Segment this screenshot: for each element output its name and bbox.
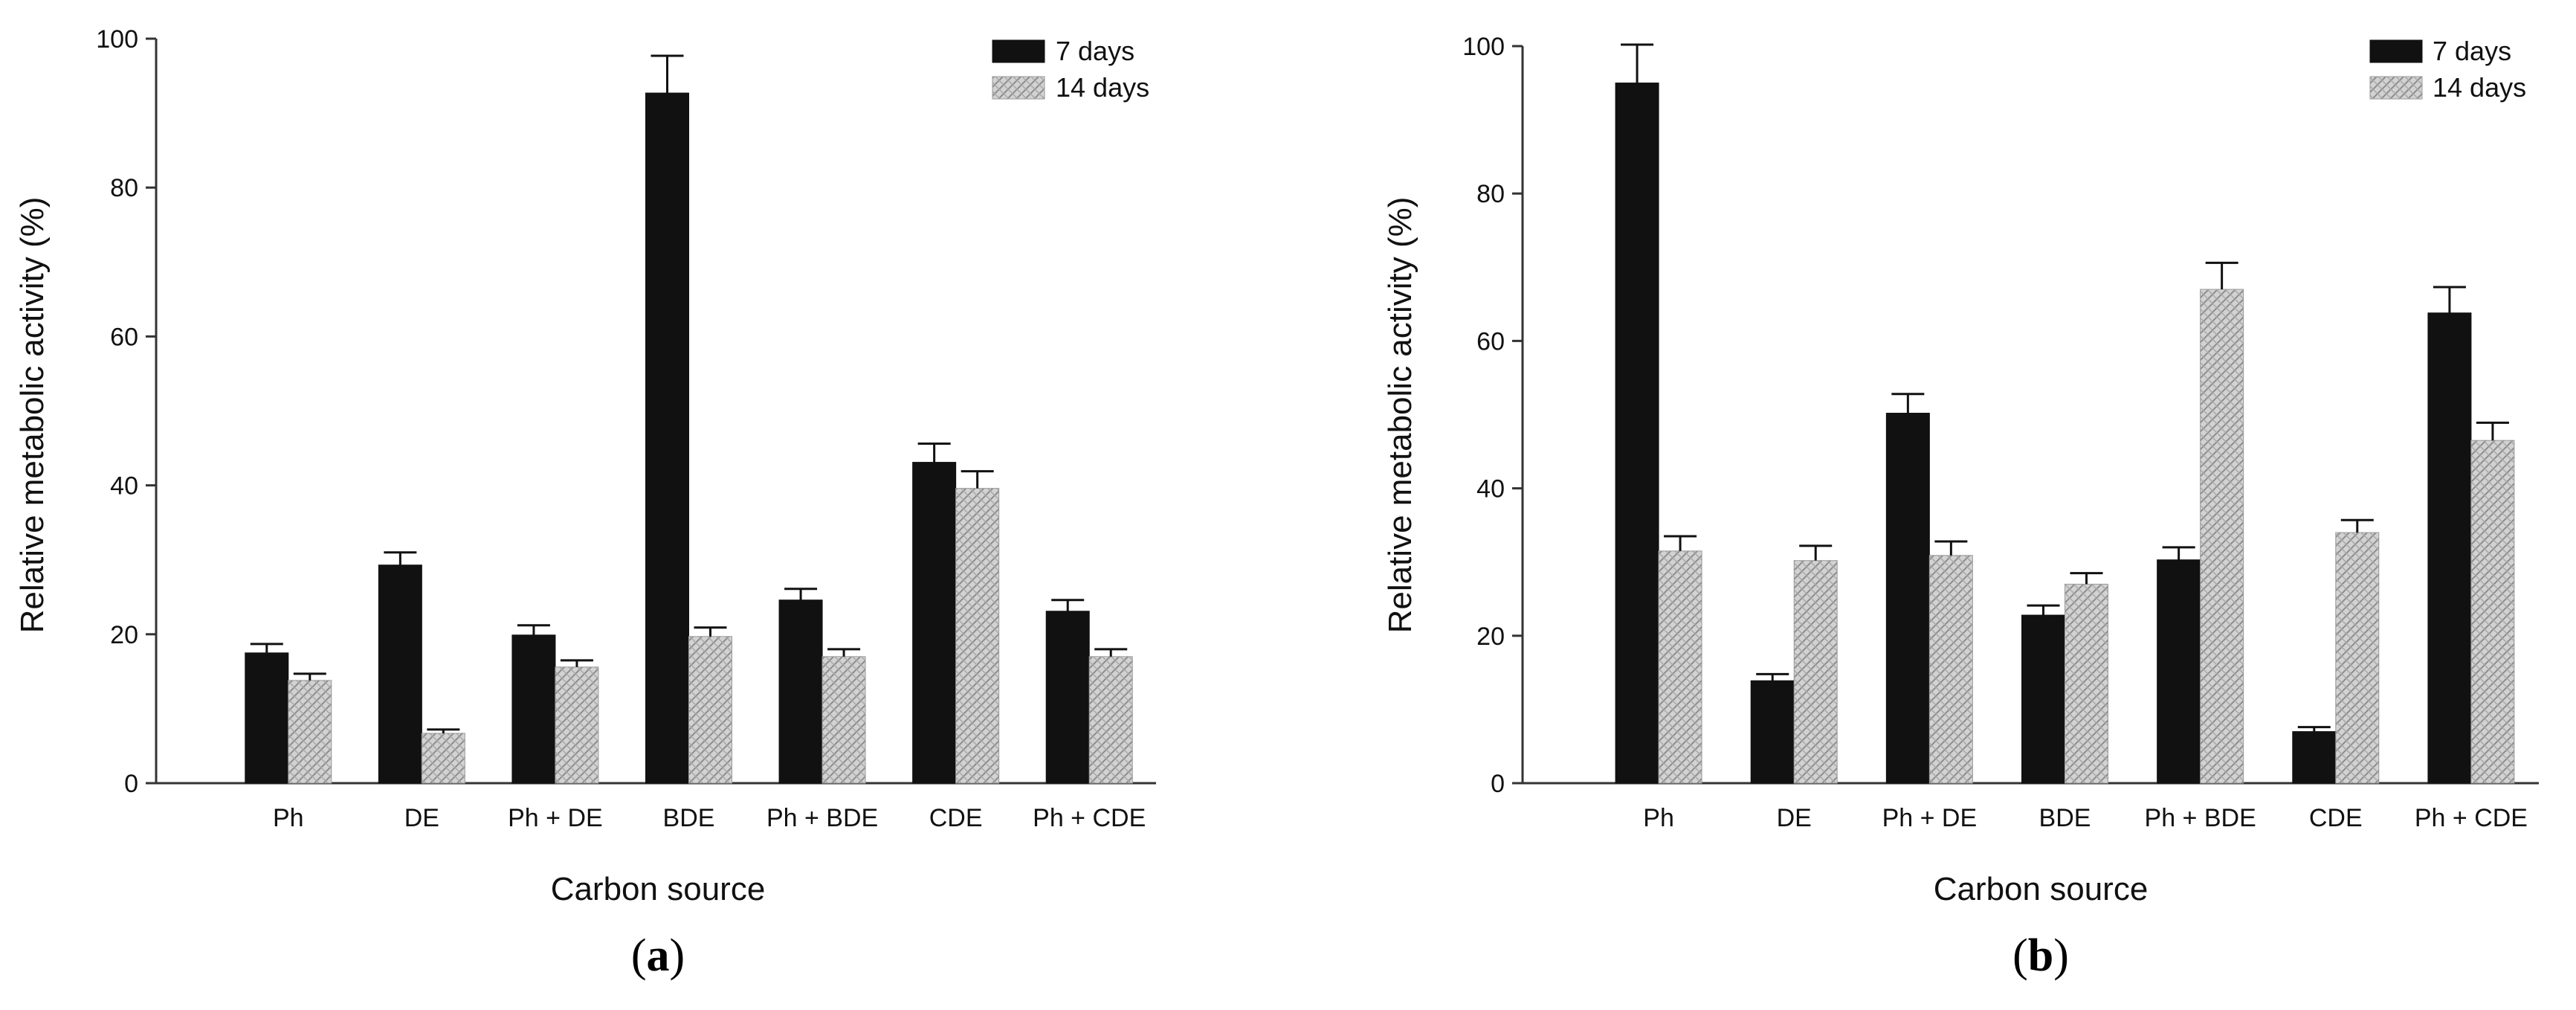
y-tick-label: 0 [124, 770, 138, 798]
panel-label-b: (b) [2012, 930, 2069, 981]
panel-label-a: (a) [631, 930, 685, 981]
y-tick-label: 100 [96, 25, 138, 54]
bar-a-4-7days [778, 599, 823, 784]
legend-label-7days: 7 days [2433, 36, 2511, 66]
bar-a-6-7days [1045, 611, 1090, 784]
y-tick-label: 60 [110, 323, 138, 351]
bar-b-0-7days [1615, 83, 1659, 784]
bar-a-3-14days [688, 636, 732, 784]
marks-panel-b: 0 20 40 60 80 100 Ph DE Ph + DE BDE Ph + BDE CDE Ph … [1462, 33, 2539, 832]
x-axis-title-b: Carbon source [1934, 871, 2149, 907]
x-tick-label: Ph + BDE [2145, 804, 2256, 832]
bar-a-1-7days [378, 564, 422, 784]
x-tick-label: BDE [2039, 804, 2091, 832]
bar-a-4-14days [821, 656, 866, 784]
x-tick-label: CDE [2309, 804, 2363, 832]
y-tick-label: 20 [110, 621, 138, 649]
bar-b-5-14days [2335, 532, 2380, 784]
y-tick-label: 80 [110, 174, 138, 202]
y-tick-label: 20 [1476, 623, 1505, 651]
bar-b-1-14days [1793, 560, 1838, 784]
bar-b-1-7days [1750, 680, 1795, 784]
y-tick-label: 60 [1476, 327, 1505, 356]
chart-panel-b: 0 20 40 60 80 100 Ph DE Ph + DE BDE Ph + BDE CDE Ph … [1382, 33, 2539, 981]
legend-label-14days: 14 days [1056, 72, 1149, 103]
x-tick-label: Ph + DE [1882, 804, 1978, 832]
y-tick-label: 80 [1476, 180, 1505, 208]
bar-a-3-7days [645, 92, 689, 784]
y-tick-label: 100 [1462, 33, 1505, 61]
legend-swatch-14days [992, 76, 1045, 100]
x-axis-title-a: Carbon source [551, 871, 766, 907]
y-tick-label: 40 [110, 472, 138, 501]
bar-a-6-14days [1088, 656, 1133, 784]
x-tick-label: Ph + DE [508, 804, 603, 832]
legend-swatch-7days [992, 39, 1045, 63]
legend-swatch-7days [2369, 39, 2423, 63]
chart-panel-a: 0 20 40 60 80 100 Ph DE Ph + DE BDE Ph + BDE CDE Ph … [14, 25, 1156, 981]
y-tick-label: 40 [1476, 475, 1505, 504]
x-tick-label: Ph [1643, 804, 1674, 832]
bar-b-3-7days [2021, 614, 2065, 784]
bar-b-6-7days [2427, 312, 2472, 784]
y-axis-title-a: Relative metabolic activity (%) [14, 197, 51, 634]
x-tick-label: DE [404, 804, 439, 832]
bar-b-5-7days [2292, 731, 2337, 784]
bar-a-0-14days [288, 680, 332, 784]
x-tick-label: BDE [663, 804, 715, 832]
legend-label-14days: 14 days [2433, 72, 2526, 103]
marks-panel-a: 0 20 40 60 80 100 Ph DE Ph + DE BDE Ph + BDE CDE Ph … [96, 25, 1156, 832]
bar-a-5-14days [955, 488, 1000, 784]
bar-b-4-7days [2157, 559, 2201, 784]
x-tick-label: DE [1777, 804, 1812, 832]
bar-b-4-14days [2200, 289, 2244, 784]
bar-b-2-7days [1885, 413, 1930, 784]
y-axis-title-b: Relative metabolic activity (%) [1382, 197, 1418, 634]
bar-a-2-14days [555, 666, 599, 784]
bar-b-2-14days [1928, 555, 1973, 784]
bar-a-2-7days [511, 634, 556, 784]
bar-b-0-14days [1658, 550, 1702, 784]
legend-label-7days: 7 days [1056, 36, 1134, 66]
bar-a-5-7days [912, 462, 957, 784]
x-tick-label: Ph + BDE [766, 804, 878, 832]
bar-b-3-14days [2065, 583, 2108, 784]
x-tick-label: Ph + CDE [2415, 804, 2528, 832]
bar-a-1-14days [421, 733, 465, 784]
bar-a-0-7days [245, 652, 289, 784]
x-tick-label: CDE [929, 804, 983, 832]
x-tick-label: Ph + CDE [1033, 804, 1146, 832]
bar-b-6-14days [2470, 440, 2515, 784]
y-tick-label: 0 [1491, 770, 1505, 798]
x-tick-label: Ph [273, 804, 304, 832]
legend-swatch-14days [2369, 76, 2423, 100]
